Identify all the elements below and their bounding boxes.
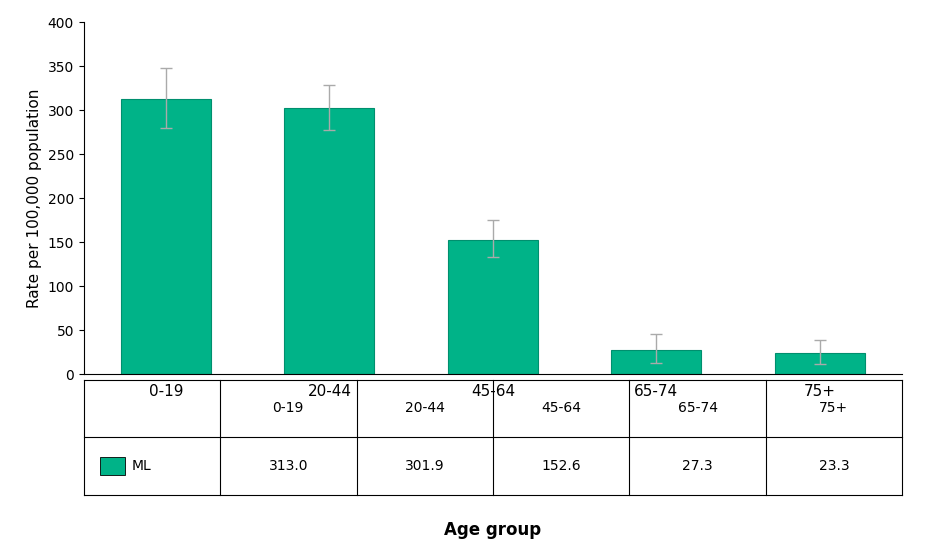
Text: 23.3: 23.3	[818, 459, 849, 473]
Text: ML: ML	[131, 459, 152, 473]
Text: 313.0: 313.0	[269, 459, 308, 473]
Bar	[100, 458, 125, 475]
Bar	[775, 354, 865, 374]
Text: 27.3: 27.3	[683, 459, 712, 473]
Text: 75+: 75+	[819, 402, 848, 415]
Y-axis label: Rate per 100,000 population: Rate per 100,000 population	[27, 89, 42, 307]
Bar	[285, 108, 375, 374]
Text: Age group: Age group	[445, 521, 541, 539]
Text: 45-64: 45-64	[541, 402, 581, 415]
Bar	[448, 240, 538, 374]
Text: 152.6: 152.6	[541, 459, 581, 473]
Bar	[121, 98, 211, 374]
Text: 65-74: 65-74	[677, 402, 718, 415]
Text: 301.9: 301.9	[405, 459, 445, 473]
Text: 20-44: 20-44	[405, 402, 445, 415]
Bar	[611, 350, 701, 374]
Text: 0-19: 0-19	[272, 402, 304, 415]
